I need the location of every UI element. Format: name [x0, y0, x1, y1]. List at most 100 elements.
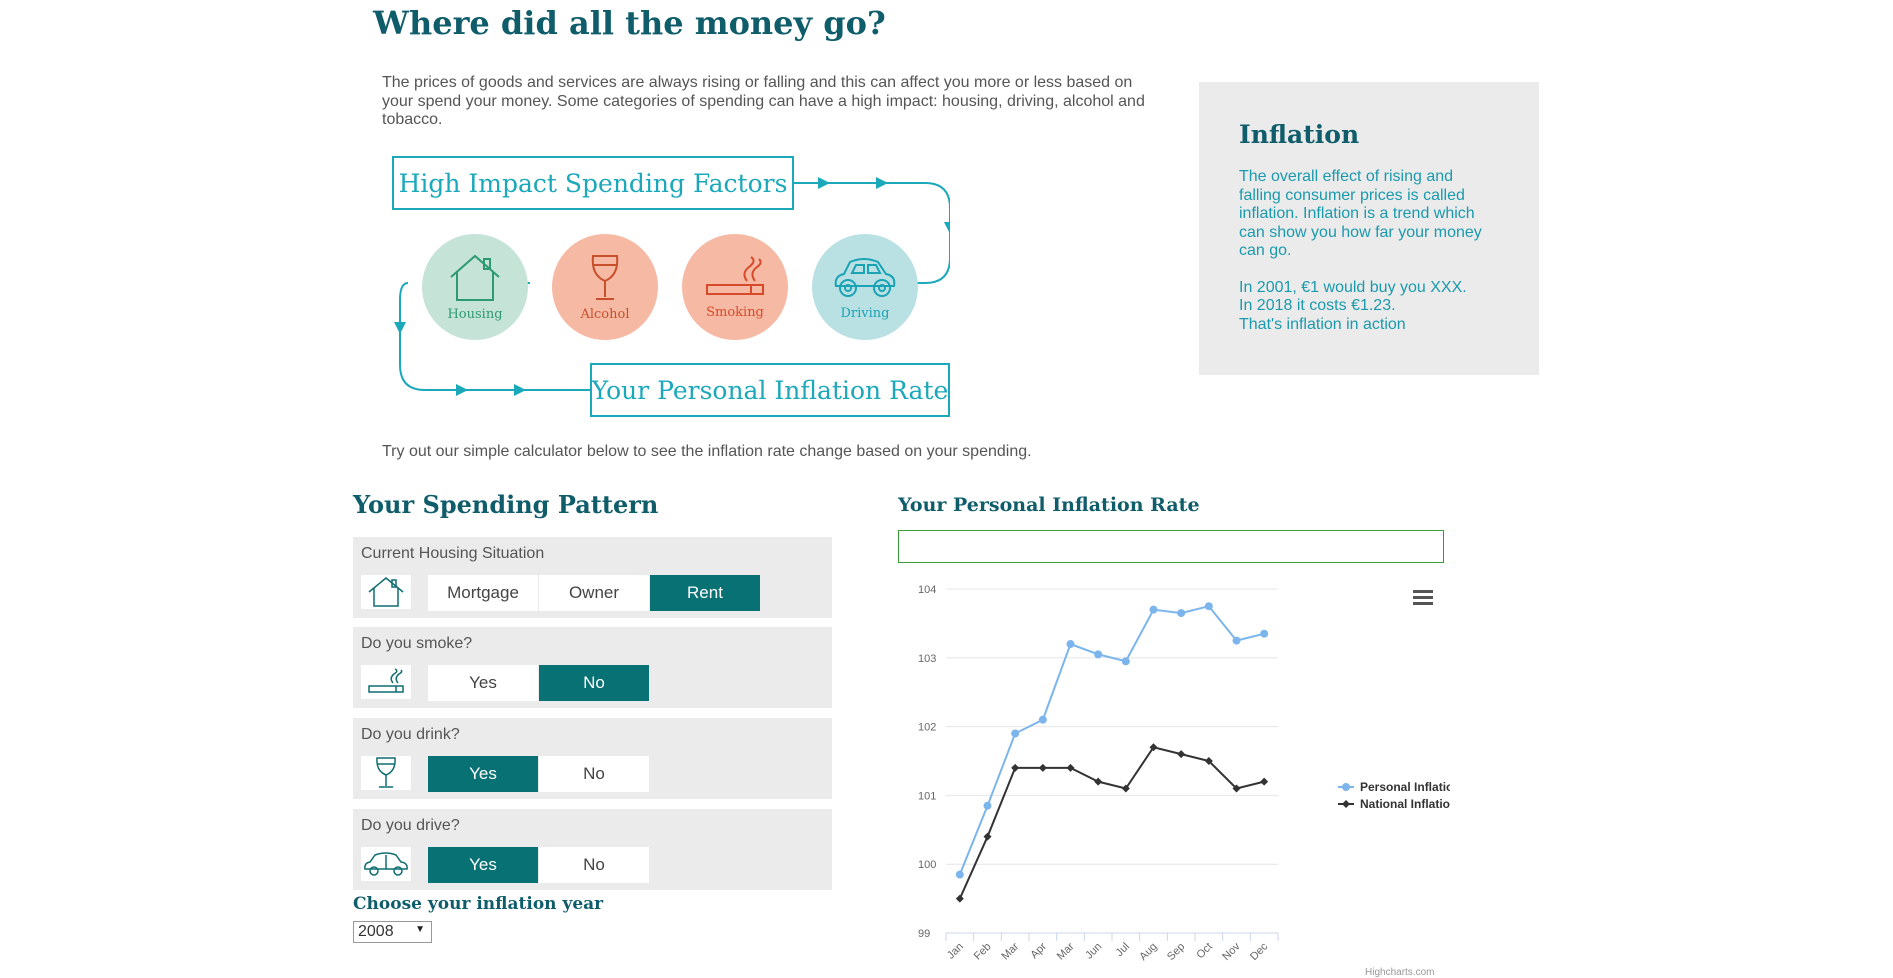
- data-point: [983, 801, 992, 810]
- data-point: [1260, 777, 1269, 786]
- alcohol-circle: Alcohol: [552, 234, 658, 340]
- high-impact-factors-box: High Impact Spending Factors: [392, 156, 794, 210]
- data-point: [983, 832, 992, 841]
- chart-panel-title: Your Personal Inflation Rate: [898, 494, 1200, 516]
- x-tick-label: Feb: [972, 941, 994, 963]
- legend-item-label: National Inflation: [1360, 797, 1450, 811]
- data-point: [1066, 640, 1075, 649]
- drink-question-icon-box: [361, 756, 411, 790]
- y-tick-label: 99: [918, 928, 930, 940]
- data-point: [1149, 743, 1158, 752]
- data-point: [1094, 650, 1103, 659]
- wine-glass-icon: [376, 757, 396, 788]
- hamburger-menu-icon[interactable]: [1413, 590, 1433, 606]
- smoking-label: Smoking: [706, 304, 764, 320]
- highcharts-credits[interactable]: Highcharts.com: [1365, 967, 1435, 978]
- legend-marker: [1342, 783, 1350, 791]
- drive-question-icon-box: [361, 847, 411, 881]
- cigarette-icon: [368, 668, 404, 693]
- try-calculator-text: Try out our simple calculator below to s…: [382, 443, 1032, 460]
- data-point: [1094, 777, 1103, 786]
- x-tick-label: Mar: [999, 940, 1021, 962]
- data-point: [1177, 750, 1186, 759]
- data-point: [955, 870, 964, 879]
- smoke-option-yes[interactable]: Yes: [428, 665, 538, 701]
- select-arrow-icon: ▼: [415, 924, 425, 935]
- data-point: [1149, 605, 1158, 614]
- smoking-circle: Smoking: [682, 234, 788, 340]
- drink-question-panel: Do you drink? Yes No: [353, 718, 832, 799]
- x-tick-label: Oct: [1194, 941, 1215, 962]
- legend-marker: [1342, 800, 1350, 808]
- series-line-0: [958, 605, 1265, 875]
- inflation-info-box: Inflation The overall effect of rising a…: [1199, 82, 1539, 375]
- y-tick-label: 100: [918, 859, 936, 871]
- smoke-question-label: Do you smoke?: [361, 635, 473, 652]
- y-tick-label: 104: [918, 584, 936, 596]
- inflation-line-2018: In 2018 it costs €1.23.: [1239, 297, 1396, 314]
- data-point: [1204, 757, 1213, 765]
- drink-option-no[interactable]: No: [539, 756, 649, 792]
- wine-glass-icon: [591, 254, 619, 300]
- page-title: Where did all the money go?: [373, 4, 886, 42]
- x-tick-label: Jun: [1083, 941, 1104, 962]
- driving-label: Driving: [840, 305, 890, 321]
- car-icon: [364, 852, 408, 876]
- drink-option-yes[interactable]: Yes: [428, 756, 538, 792]
- smoke-option-no[interactable]: No: [539, 665, 649, 701]
- spending-factors-diagram: High Impact Spending Factors Your Person…: [390, 150, 950, 420]
- x-tick-label: Nov: [1220, 940, 1243, 963]
- x-tick-label: Jul: [1114, 941, 1132, 959]
- intro-text: The prices of goods and services are alw…: [382, 74, 1145, 128]
- data-point: [1066, 763, 1075, 772]
- inflation-title: Inflation: [1239, 120, 1360, 149]
- y-tick-label: 101: [918, 790, 936, 802]
- car-icon: [834, 257, 896, 297]
- chart-result-field[interactable]: [898, 530, 1444, 563]
- x-tick-label: Mar: [1055, 940, 1077, 962]
- housing-question-panel: Current Housing Situation Mortgage Owner…: [353, 537, 832, 618]
- housing-circle: Housing: [422, 234, 528, 340]
- drive-option-yes[interactable]: Yes: [428, 847, 538, 883]
- inflation-body: The overall effect of rising and falling…: [1239, 168, 1499, 334]
- data-point: [1038, 763, 1047, 772]
- data-point: [1232, 784, 1241, 793]
- housing-option-rent[interactable]: Rent: [650, 575, 760, 611]
- driving-circle: Driving: [812, 234, 918, 340]
- data-point: [1038, 715, 1047, 724]
- inflation-year-value: 2008: [358, 923, 394, 940]
- x-tick-label: Aug: [1137, 941, 1159, 963]
- personal-inflation-rate-box: Your Personal Inflation Rate: [590, 363, 950, 417]
- x-tick-label: Sep: [1165, 941, 1187, 963]
- inflation-year-label: Choose your inflation year: [353, 894, 604, 914]
- inflation-line-2001: In 2001, €1 would buy you XXX.: [1239, 278, 1467, 296]
- housing-label: Housing: [447, 306, 503, 322]
- data-point: [955, 894, 964, 903]
- smoke-question-icon-box: [361, 665, 411, 699]
- drive-question-label: Do you drive?: [361, 817, 460, 834]
- y-tick-label: 102: [918, 722, 936, 734]
- x-tick-label: Dec: [1248, 940, 1271, 963]
- data-point: [1232, 636, 1241, 645]
- house-icon: [368, 577, 404, 607]
- inflation-paragraph: The overall effect of rising and falling…: [1239, 168, 1482, 259]
- spending-pattern-title: Your Spending Pattern: [353, 490, 659, 519]
- y-tick-label: 103: [918, 653, 936, 665]
- smoke-question-panel: Do you smoke? Yes No: [353, 627, 832, 708]
- data-point: [1121, 784, 1130, 793]
- drive-question-panel: Do you drive? Yes No: [353, 809, 832, 890]
- data-point: [1121, 657, 1130, 666]
- inflation-line-action: That's inflation in action: [1239, 315, 1406, 333]
- drive-option-no[interactable]: No: [539, 847, 649, 883]
- series-line-1: [958, 746, 1265, 900]
- housing-option-owner[interactable]: Owner: [539, 575, 649, 611]
- x-tick-label: Jan: [945, 941, 966, 962]
- drink-question-label: Do you drink?: [361, 726, 460, 743]
- housing-question-label: Current Housing Situation: [361, 545, 545, 562]
- housing-option-mortgage[interactable]: Mortgage: [428, 575, 538, 611]
- data-point: [1011, 763, 1020, 772]
- alcohol-label: Alcohol: [580, 306, 630, 322]
- house-icon: [450, 254, 500, 301]
- inflation-year-select[interactable]: 2008 ▼: [353, 921, 432, 943]
